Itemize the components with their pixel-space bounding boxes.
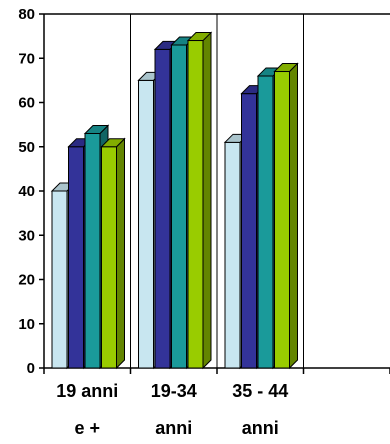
y-axis: 0 10 20 30 40 50 60 70 80 (18, 6, 44, 377)
y-tick-label: 0 (27, 360, 35, 377)
y-tick-label: 50 (18, 139, 35, 156)
bar-top (186, 32, 213, 42)
x-category-label: 19-34 anni (151, 381, 197, 438)
bar-side (289, 62, 298, 370)
bar-side (116, 137, 125, 370)
y-tick-label: 30 (18, 227, 35, 244)
bar-side (202, 31, 212, 370)
y-tick-label: 60 (18, 95, 35, 112)
bar-front (51, 190, 68, 369)
bar-front (138, 79, 154, 369)
bar-front (274, 71, 290, 369)
x-category-label-line: 19 anni (56, 381, 118, 401)
bar-top (273, 63, 299, 73)
bar-front (171, 44, 187, 369)
y-tick-label: 70 (18, 50, 35, 67)
y-tick-label: 10 (18, 316, 35, 333)
bars (50, 31, 299, 370)
bar (273, 62, 299, 370)
x-category-label-line: anni (155, 418, 192, 438)
bar-front (154, 48, 171, 369)
x-category-label: 35 - 44 anni (232, 381, 288, 438)
y-tick-label: 40 (18, 183, 35, 200)
x-category-label-line: 19-34 (151, 381, 197, 401)
y-tick-label: 80 (18, 6, 35, 23)
bar-front (224, 141, 241, 369)
x-category-label-line: anni (242, 418, 279, 438)
bar-front (68, 146, 84, 369)
x-category-label-line: e + (74, 418, 100, 438)
bar-top (83, 124, 110, 134)
y-tick-label: 20 (18, 272, 35, 289)
x-category-label-line: 35 - 44 (232, 381, 288, 401)
bar-front (241, 93, 257, 369)
x-axis: 19 anni e + 19-34 anni 35 - 44 anni (43, 368, 390, 438)
bar (100, 137, 126, 370)
bar-top (100, 138, 126, 148)
bar-front (84, 132, 101, 369)
bar (186, 31, 213, 370)
bar-front (101, 146, 117, 369)
bar-front (257, 75, 274, 369)
x-category-label: 19 anni e + (56, 381, 118, 438)
bar-front (187, 40, 204, 369)
